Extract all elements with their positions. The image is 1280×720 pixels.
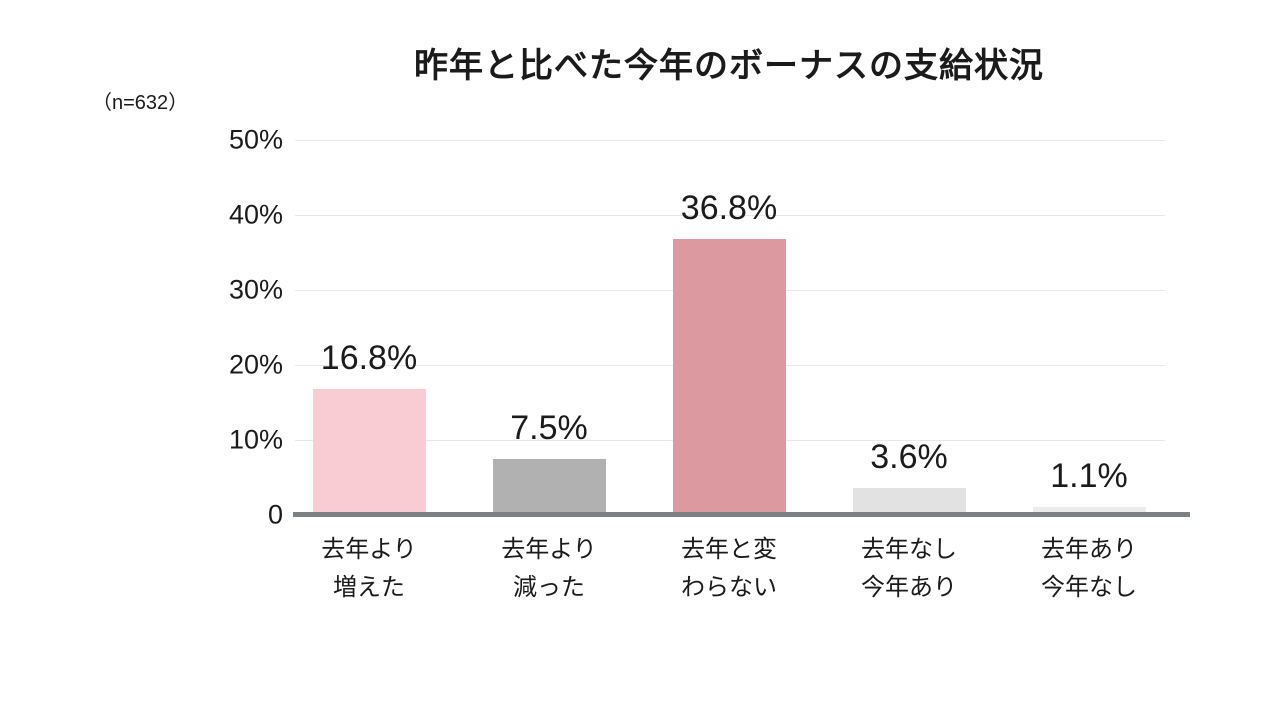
category-label: 去年より 減った	[501, 536, 597, 601]
bar-column: 7.5%	[459, 140, 639, 515]
bar-column: 1.1%	[999, 140, 1179, 515]
category-label: 去年と変 わらない	[681, 536, 777, 601]
bar	[312, 389, 426, 515]
bar-value-label: 1.1%	[1050, 456, 1128, 495]
bar-column: 3.6%	[819, 140, 999, 515]
y-axis: 50% 40% 30% 20% 10% 0	[150, 125, 283, 530]
bar-column: 36.8%	[639, 140, 819, 515]
bars: 16.8% 7.5% 36.8% 3.6% 1.1%	[279, 140, 1179, 515]
bar	[492, 458, 606, 515]
bar	[1032, 506, 1146, 515]
y-tick-label: 30%	[228, 274, 283, 305]
bar-value-label: 3.6%	[870, 437, 948, 476]
gridline	[295, 215, 1165, 216]
bar-value-label: 36.8%	[680, 188, 778, 227]
bar	[672, 239, 786, 515]
bar-value-label: 7.5%	[510, 408, 588, 447]
y-tick-label: 50%	[228, 124, 283, 155]
gridline	[295, 140, 1165, 141]
bar	[852, 488, 966, 515]
x-axis-line	[293, 512, 1190, 517]
chart-title: 昨年と比べた今年のボーナスの支給状況	[414, 47, 1044, 85]
bar-column: 16.8%	[279, 140, 459, 515]
y-tick-label: 10%	[228, 424, 283, 455]
y-tick-label: 40%	[228, 199, 283, 230]
category-label: 去年あり 今年なし	[1041, 536, 1137, 601]
category-label: 去年なし 今年あり	[861, 536, 957, 601]
category-label: 去年より 増えた	[321, 536, 417, 601]
y-tick-label: 20%	[228, 349, 283, 380]
bar-value-label: 16.8%	[320, 338, 418, 377]
sample-size-label: （n=632）	[92, 92, 189, 114]
x-axis-labels: 去年より 増えた 去年より 減った 去年と変 わらない 去年なし 今年あり 去年あり 今…	[279, 531, 1179, 607]
y-tick-label: 0	[267, 499, 283, 530]
